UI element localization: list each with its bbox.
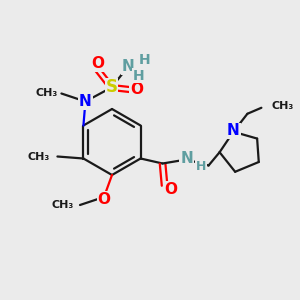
- Text: CH₃: CH₃: [272, 101, 294, 111]
- Text: N: N: [180, 151, 193, 166]
- Text: CH₃: CH₃: [27, 152, 50, 161]
- Text: H: H: [132, 68, 144, 83]
- Text: O: O: [98, 191, 110, 206]
- Text: CH₃: CH₃: [35, 88, 57, 98]
- Text: O: O: [130, 82, 143, 97]
- Text: H: H: [196, 160, 206, 173]
- Text: H: H: [138, 53, 150, 68]
- Text: O: O: [164, 182, 177, 197]
- Text: CH₃: CH₃: [52, 200, 74, 210]
- Text: N: N: [79, 94, 92, 109]
- Text: S: S: [105, 79, 117, 97]
- Text: O: O: [91, 56, 104, 71]
- Text: N: N: [122, 59, 135, 74]
- Text: N: N: [227, 123, 240, 138]
